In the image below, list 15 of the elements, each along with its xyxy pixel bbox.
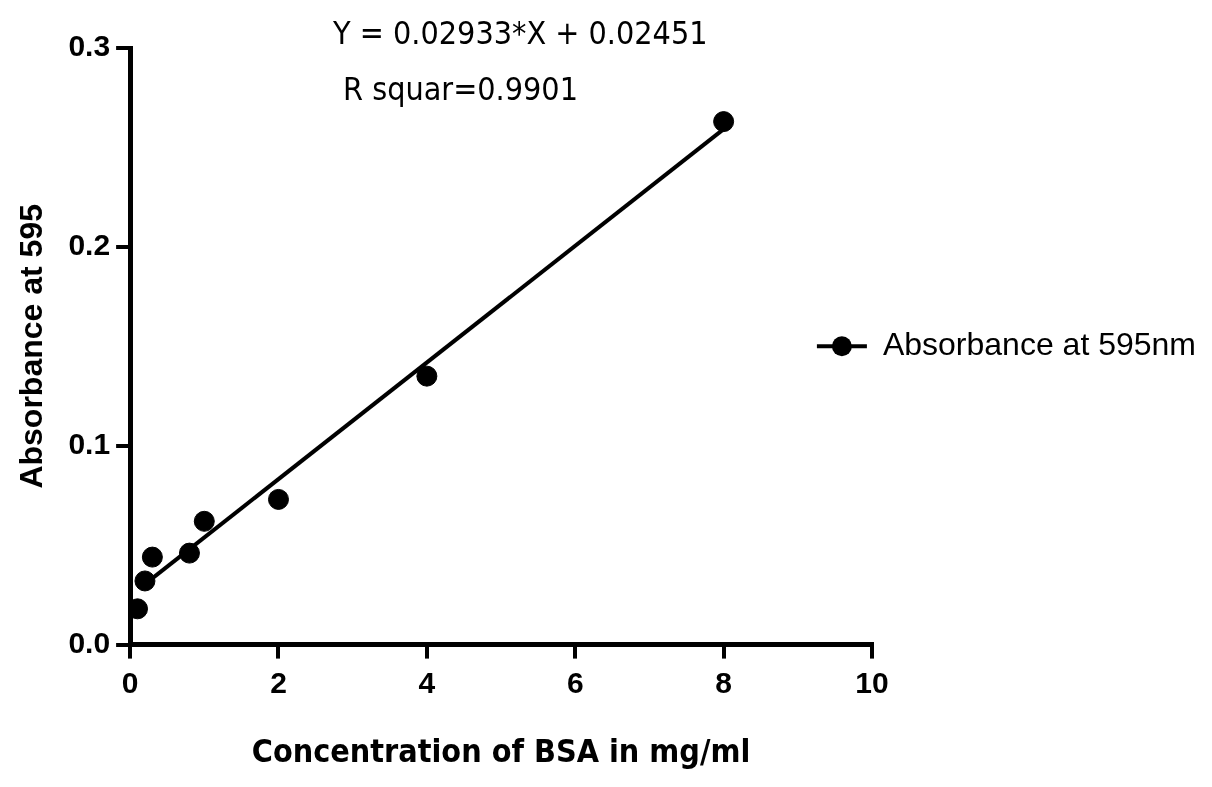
x-tick-label: 4 bbox=[418, 665, 436, 699]
y-tick-label: 0.1 bbox=[68, 427, 111, 460]
legend-label: Absorbance at 595nm bbox=[882, 326, 1196, 363]
annotation: Y = 0.02933*X + 0.02451 bbox=[332, 14, 708, 53]
x-axis-title: Concentration of BSA in mg/ml bbox=[251, 732, 751, 771]
y-axis-title: Absorbance at 595 bbox=[13, 204, 50, 489]
x-tick-label: 8 bbox=[715, 665, 732, 699]
y-tick-label: 0.2 bbox=[68, 228, 111, 262]
y-tick-label: 0.0 bbox=[68, 625, 111, 659]
x-tick-label: 2 bbox=[270, 665, 287, 699]
annotation: R squar=0.9901 bbox=[343, 70, 578, 109]
x-tick-label: 10 bbox=[855, 665, 889, 699]
y-tick-label: 0.3 bbox=[68, 29, 111, 63]
x-tick-label: 6 bbox=[566, 665, 584, 699]
x-tick-label: 0 bbox=[121, 665, 139, 699]
